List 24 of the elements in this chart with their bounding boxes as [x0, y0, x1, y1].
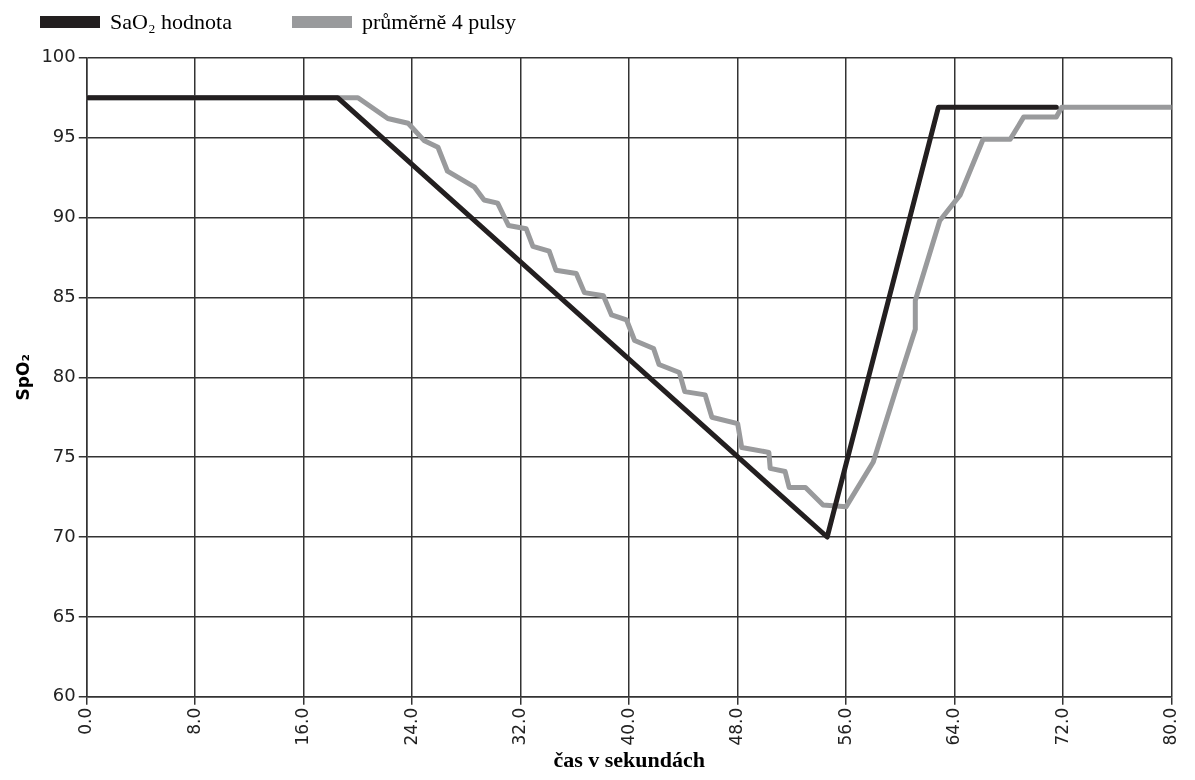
- y-tick-label: 65: [52, 604, 76, 626]
- y-axis-title: SpO₂: [12, 354, 33, 401]
- x-tick-label: 24.0: [400, 707, 421, 746]
- x-tick-label: 72.0: [1051, 707, 1072, 746]
- x-tick-label: 32.0: [509, 707, 530, 746]
- x-tick-label: 64.0: [943, 707, 964, 746]
- y-tick-label: 85: [52, 285, 76, 307]
- x-tick-label: 0.0: [75, 707, 96, 735]
- y-tick-label: 90: [52, 205, 76, 227]
- x-tick-label: 16.0: [292, 707, 313, 746]
- y-tick-label: 60: [52, 684, 76, 706]
- y-tick-label: 100: [41, 45, 76, 67]
- y-tick-label: 95: [52, 125, 76, 147]
- x-tick-label: 80.0: [1160, 707, 1181, 746]
- x-tick-label: 40.0: [617, 707, 638, 746]
- y-tick-label: 70: [52, 524, 76, 546]
- x-tick-label: 56.0: [834, 707, 855, 746]
- y-tick-label: 75: [52, 444, 76, 466]
- y-tick-label: 80: [52, 364, 76, 386]
- legend-label: SaO₂ hodnota: [110, 9, 232, 35]
- legend-label: průměrně 4 pulsy: [361, 9, 516, 35]
- x-tick-label: 8.0: [183, 707, 204, 735]
- x-axis-title: čas v sekundách: [553, 747, 705, 773]
- x-tick-label: 48.0: [726, 707, 747, 746]
